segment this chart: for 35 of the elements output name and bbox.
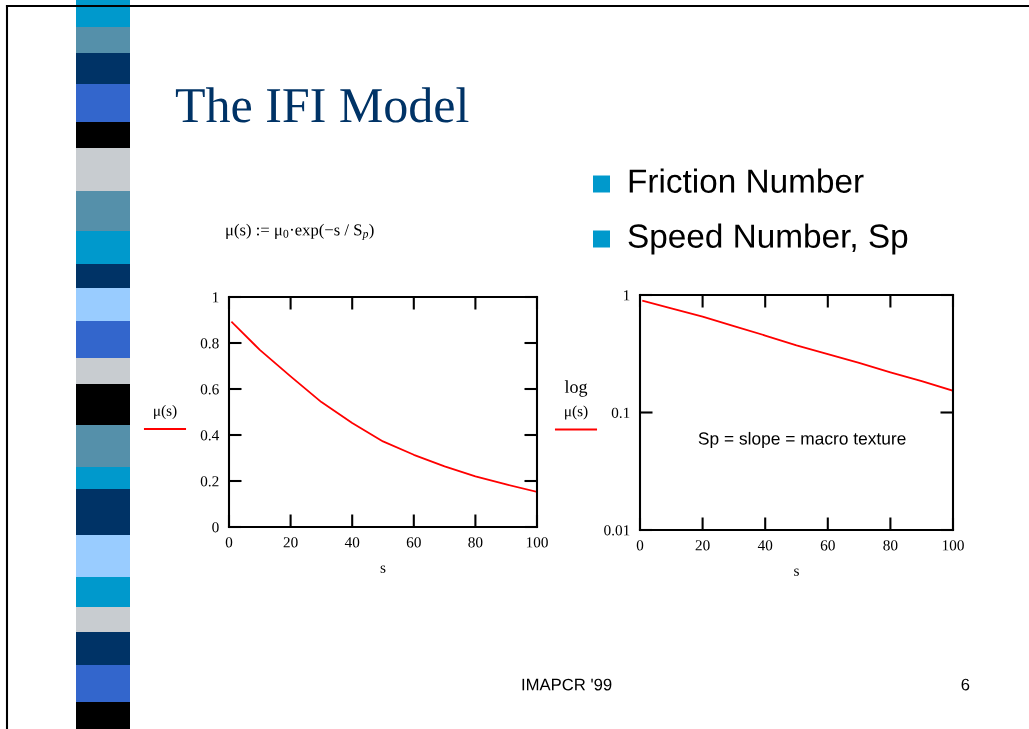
text: μ(s) — [154, 405, 177, 419]
x-axis-title: s — [380, 565, 386, 573]
x-tick-label: 60 — [820, 540, 835, 551]
y-tick-label: 0.01 — [604, 525, 630, 536]
line-series — [642, 300, 953, 392]
text: 6 — [961, 678, 970, 691]
text: Speed Number, Sp — [628, 223, 908, 255]
y-tick-label: 0.8 — [200, 338, 219, 349]
x-tick-label: 80 — [468, 537, 483, 548]
x-axis-title: s — [794, 568, 799, 576]
x-tick-label: 40 — [757, 540, 773, 551]
y-tick-label: 1 — [212, 292, 219, 303]
y-tick-label: 0.6 — [200, 384, 219, 395]
text: μ(s) := μ$_{0}$·exp(−s / S$_{p}$) — [226, 223, 374, 241]
x-tick-label: 20 — [283, 537, 298, 548]
x-tick-label: 100 — [942, 540, 964, 551]
annotation: Sp = slope = macro texture — [698, 431, 906, 449]
x-tick-label: 0 — [636, 540, 644, 551]
line-series — [231, 321, 537, 493]
y-tick-label: 0 — [212, 522, 219, 533]
x-tick-label: 0 — [225, 537, 233, 548]
x-tick-label: 80 — [883, 540, 898, 551]
text: Friction Number — [629, 168, 864, 193]
x-tick-label: 40 — [344, 537, 360, 548]
chart-title: The IFI Model — [175, 87, 469, 123]
text: μ(s) — [565, 405, 588, 420]
y-tick-label: 0.1 — [611, 407, 630, 419]
x-tick-label: 100 — [526, 537, 548, 548]
y-tick-label: 1 — [623, 290, 630, 301]
x-tick-label: 60 — [406, 537, 421, 548]
y-axis-title: log — [564, 380, 588, 397]
y-tick-label: 0.2 — [200, 476, 219, 487]
y-tick-label: 0.4 — [200, 430, 220, 441]
x-tick-label: 20 — [695, 540, 710, 551]
text: IMAPCR '99 — [522, 678, 612, 691]
